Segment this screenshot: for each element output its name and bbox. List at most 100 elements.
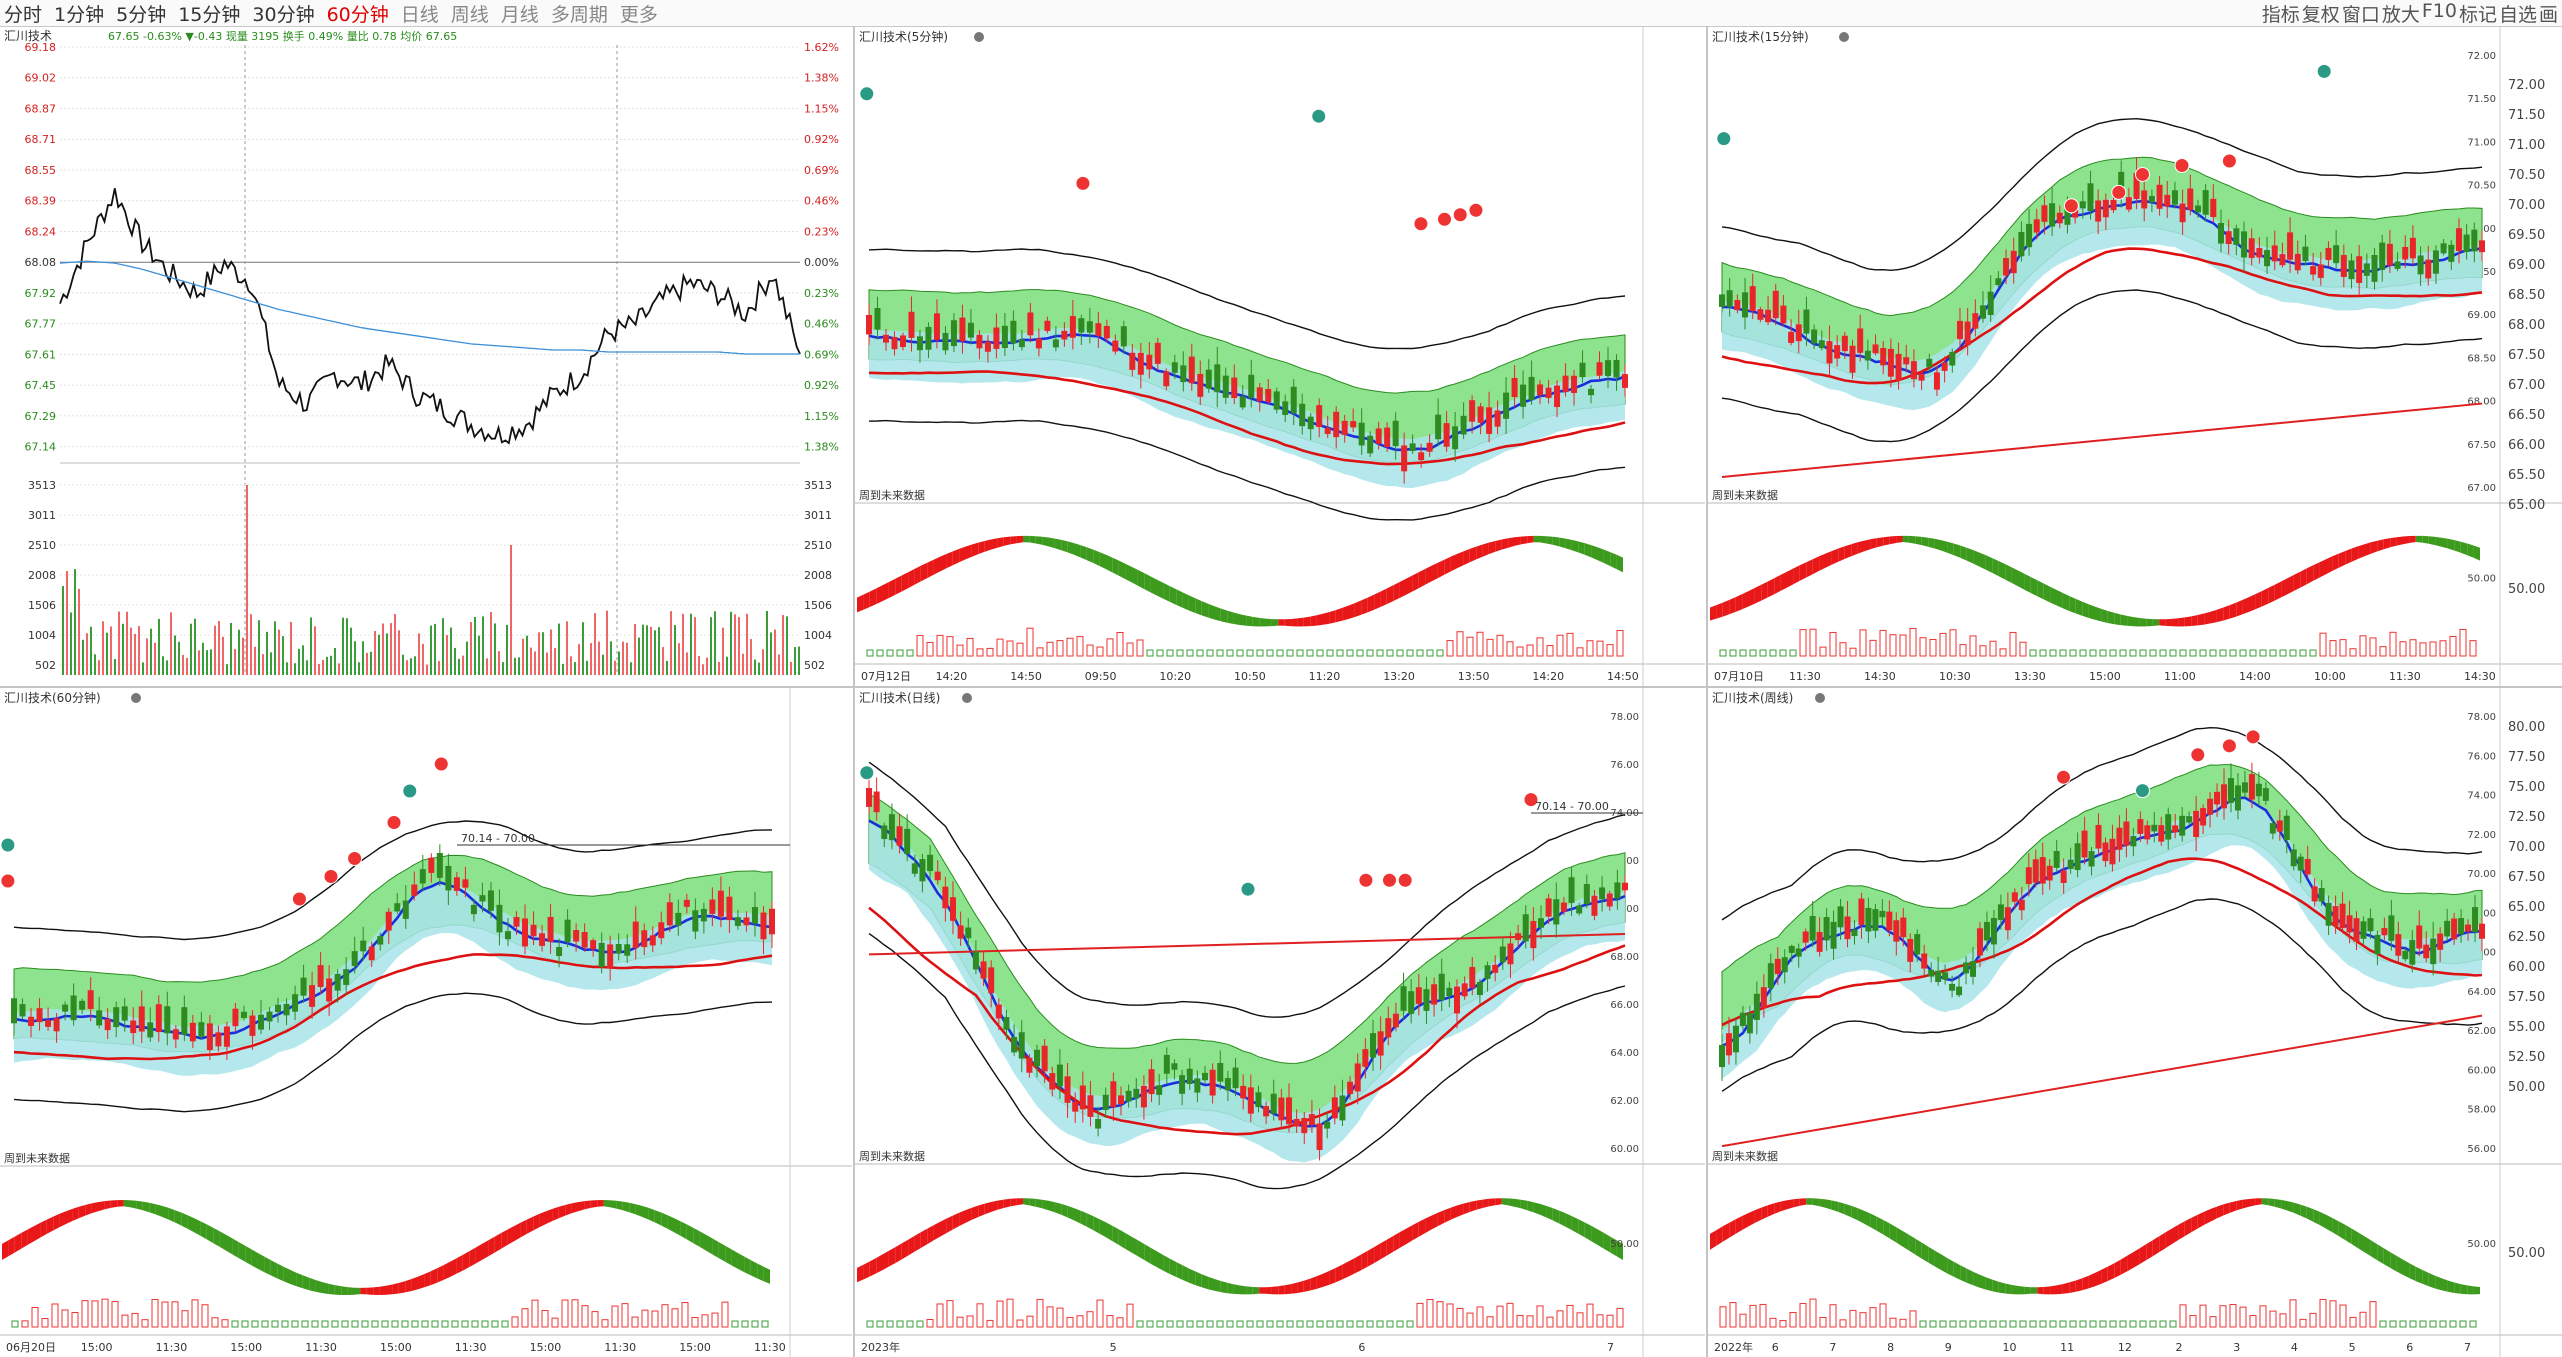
m60-panel[interactable]: 汇川技术(60分钟) 周到未来数据 70.14 - 70.00 06月20日 15:00… <box>0 688 852 1357</box>
weekly-chart[interactable]: 汇川技术(周线)周到未来数据78.0076.0074.0072.0070.006… <box>1708 688 2562 1357</box>
oscillator-ribbon <box>1941 1254 1948 1274</box>
volume-bar <box>338 663 340 675</box>
x-tick: 11:30 <box>754 1341 786 1354</box>
oscillator-ribbon <box>2236 599 2243 617</box>
histogram-bar <box>936 1303 944 1328</box>
long-ma-line <box>868 933 1626 956</box>
candle-body <box>198 1022 205 1037</box>
tool-button[interactable]: 复权 <box>2301 3 2340 26</box>
histogram-bar <box>1216 649 1224 657</box>
daily-chart[interactable]: 汇川技术(日线)周到未来数据78.0076.0074.0072.0070.006… <box>855 688 1705 1357</box>
oscillator-ribbon <box>2364 1236 2371 1257</box>
m5-panel[interactable]: 汇川技术(5分钟) 周到未来数据 07月12日 14:20 14:50 09:50 10:2… <box>855 27 1705 686</box>
volume-bar <box>462 655 464 675</box>
m15-panel[interactable]: 汇川技术(15分钟)周到未来数据72.0071.5071.0070.5070.0… <box>1708 27 2562 686</box>
histogram-bar <box>1939 1320 1947 1328</box>
period-tab[interactable]: 5分钟 <box>116 3 167 26</box>
oscillator-ribbon <box>2313 1209 2320 1225</box>
period-tab[interactable]: 更多 <box>619 3 658 26</box>
intraday-chart[interactable]: 69.18 1.62%69.02 1.38%68.87 1.15%68.71 0.92%… <box>0 27 852 686</box>
period-tab[interactable]: 分时 <box>4 3 43 26</box>
histogram-bar <box>1196 649 1204 657</box>
histogram-bar <box>1446 640 1454 657</box>
oscillator-ribbon <box>2428 536 2436 546</box>
candle-body <box>607 944 614 969</box>
candle-body <box>2297 856 2304 871</box>
volume-bar <box>538 632 540 675</box>
oscillator-ribbon <box>1896 535 1903 543</box>
oscillator-ribbon <box>661 1212 668 1229</box>
tool-button[interactable]: 标记 <box>2458 3 2497 26</box>
oscillator-ribbon <box>411 1276 418 1291</box>
candle-body <box>113 1007 120 1028</box>
period-tab[interactable]: 多周期 <box>550 3 608 26</box>
oscillator-ribbon <box>2435 536 2442 547</box>
price-tick: 67.14 <box>25 441 57 454</box>
oscillator-ribbon <box>863 591 870 610</box>
sub-tick: 50.00 <box>2467 574 2496 585</box>
x-tick: 6 <box>1358 1341 1365 1354</box>
histogram-bar <box>2029 1320 2037 1328</box>
histogram-bar <box>966 1315 974 1328</box>
volume-bar <box>62 586 64 675</box>
oscillator-ribbon <box>2281 578 2288 598</box>
oscillator-ribbon <box>1767 1203 1775 1217</box>
tool-button[interactable]: 指标 <box>2261 3 2300 26</box>
candle-body <box>1494 410 1501 427</box>
volume-bar <box>422 643 424 675</box>
oscillator-ribbon <box>1729 1219 1736 1238</box>
candle-body <box>1739 1012 1746 1026</box>
m15-chart[interactable]: 汇川技术(15分钟)周到未来数据72.0071.5071.0070.5070.0… <box>1708 27 2562 686</box>
tool-button[interactable]: 放大 <box>2381 3 2420 26</box>
period-tab[interactable]: 月线 <box>500 3 539 26</box>
candle-body <box>709 899 716 914</box>
oscillator-ribbon <box>1520 536 1528 545</box>
volume-bar <box>762 649 764 675</box>
oscillator-ribbon <box>1367 1247 1375 1267</box>
oscillator-ribbon <box>1233 1284 1240 1295</box>
oscillator-ribbon <box>1086 1213 1094 1231</box>
period-tab[interactable]: 30分钟 <box>252 3 315 26</box>
y-tick: 68.00 <box>1610 952 1639 963</box>
candle-body <box>1469 400 1476 422</box>
histogram-bar <box>1036 647 1044 657</box>
oscillator-ribbon <box>1578 1219 1585 1238</box>
pct-tick: 1.62% <box>804 41 839 54</box>
histogram-bar <box>461 1320 469 1328</box>
period-tab[interactable]: 日线 <box>400 3 439 26</box>
oscillator-ribbon <box>2390 537 2397 548</box>
tool-button[interactable]: 窗口 <box>2341 3 2380 26</box>
oscillator-ribbon <box>1540 1203 1547 1218</box>
tool-button[interactable]: 自选 <box>2498 3 2537 26</box>
candle-body <box>590 940 597 950</box>
period-tab[interactable]: 60分钟 <box>326 3 389 26</box>
period-tab[interactable]: 1分钟 <box>54 3 105 26</box>
oscillator-ribbon <box>1947 1258 1954 1277</box>
oscillator-ribbon <box>997 1199 1004 1210</box>
oscillator-ribbon <box>616 1200 623 1211</box>
histogram-bar <box>2319 632 2327 657</box>
volume-bar <box>522 638 524 675</box>
histogram-bar <box>1949 1320 1957 1328</box>
oscillator-ribbon <box>2082 1275 2089 1291</box>
volume-bar <box>542 632 544 675</box>
sell-signal-icon <box>347 851 363 866</box>
period-tab[interactable]: 周线 <box>450 3 489 26</box>
histogram-bar <box>976 1303 984 1328</box>
weekly-panel[interactable]: 汇川技术(周线) 周到未来数据 78.00 76.00 74.00 72.00 70.00 6… <box>1708 688 2562 1357</box>
volume-bar <box>318 663 320 675</box>
tool-button[interactable]: 画 <box>2538 3 2558 26</box>
volume-bar <box>790 661 792 675</box>
oscillator-ribbon <box>2050 1285 2057 1295</box>
candle-body <box>2039 857 2046 884</box>
tool-button[interactable]: F10 <box>2421 0 2457 22</box>
volume-bar <box>586 660 588 675</box>
histogram-bar <box>651 1310 659 1328</box>
daily-panel[interactable]: 汇川技术(日线)周到未来数据78.0076.0074.0072.0070.006… <box>855 688 1705 1357</box>
period-tab[interactable]: 15分钟 <box>178 3 241 26</box>
histogram-bar <box>81 1300 89 1328</box>
intraday-panel[interactable]: 69.18 1.62% 69.02 1.38% 68.87 1.15% 68.71 0.92%… <box>0 27 852 686</box>
volume-bar <box>258 620 260 675</box>
